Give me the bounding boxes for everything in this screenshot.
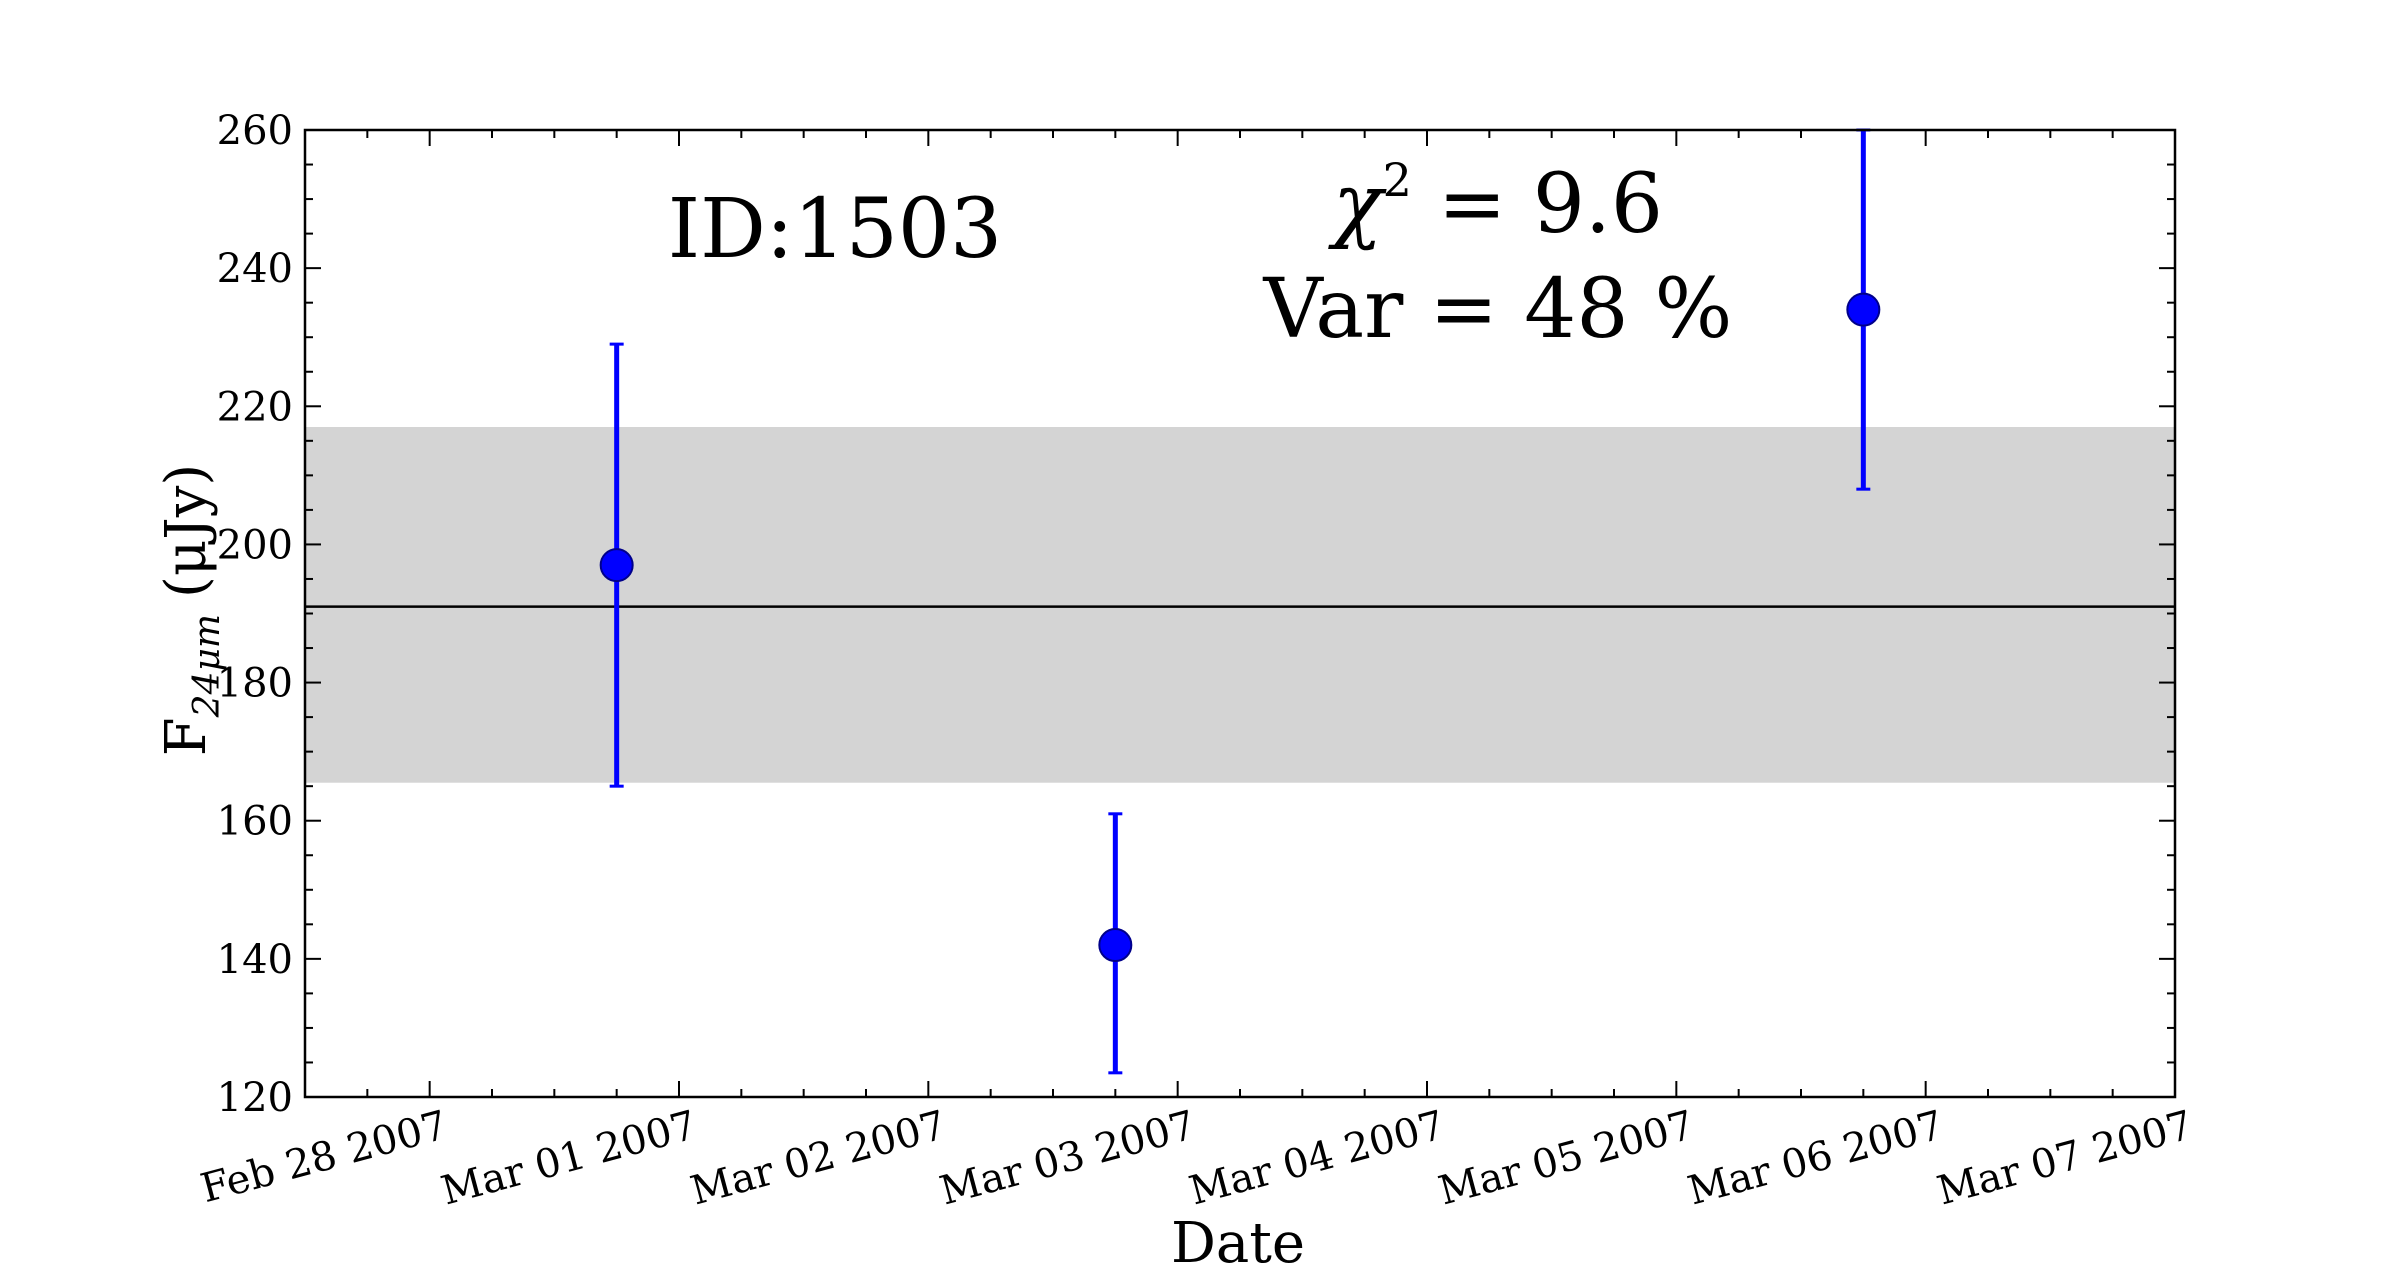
y-tick-label: 140 bbox=[217, 937, 293, 983]
y-tick-labels: 120 140 160 180 200 220 240 260 bbox=[217, 108, 293, 1121]
y-tick-label: 240 bbox=[217, 246, 293, 292]
chi2-value: = 9.6 bbox=[1412, 157, 1663, 252]
y-tick-label: 120 bbox=[217, 1075, 293, 1121]
plot-frame bbox=[303, 128, 2177, 1099]
var-annotation: Var = 48 % bbox=[1263, 262, 1733, 357]
chi2-exponent: 2 bbox=[1383, 153, 1412, 207]
data-points bbox=[599, 128, 1881, 1075]
chi2-annotation: χ2 = 9.6 bbox=[1328, 153, 1663, 252]
y-tick-label: 220 bbox=[217, 384, 293, 430]
y-tick-label: 200 bbox=[217, 522, 293, 568]
data-point bbox=[1098, 928, 1133, 963]
id-annotation: ID:1503 bbox=[668, 182, 1002, 277]
y-axis-title-prefix: F bbox=[154, 717, 219, 756]
data-point bbox=[1846, 292, 1881, 327]
std-band bbox=[305, 427, 2175, 783]
data-point bbox=[599, 548, 634, 583]
plot-area bbox=[303, 128, 2177, 1099]
x-axis-title: Date bbox=[1171, 1211, 1305, 1276]
y-tick-label: 260 bbox=[217, 108, 293, 154]
y-axis-title-suffix: (μJy) bbox=[154, 464, 219, 598]
y-axis-title: F24μm (μJy) bbox=[154, 464, 228, 756]
chi2-symbol: χ bbox=[1328, 157, 1387, 252]
y-axis-title-subscript: 24μm bbox=[187, 614, 228, 718]
y-tick-label: 180 bbox=[217, 661, 293, 707]
axis-ticks bbox=[304, 129, 2176, 1098]
y-tick-label: 160 bbox=[217, 799, 293, 845]
